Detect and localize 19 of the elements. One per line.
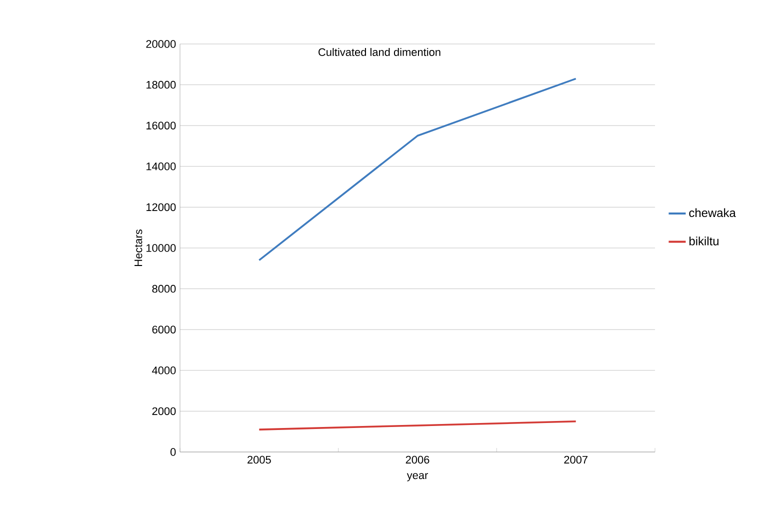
x-tick-label: 2007 <box>564 456 588 464</box>
y-tick-label: 10000 <box>146 244 176 252</box>
y-tick-label: 0 <box>170 448 176 456</box>
y-axis-title: Hectars <box>134 230 142 266</box>
y-tick-label: 4000 <box>152 366 176 374</box>
x-tick-label: 2006 <box>406 456 430 464</box>
y-tick-label: 8000 <box>152 284 176 293</box>
y-tick-label: 14000 <box>146 162 176 170</box>
y-tick-label: 6000 <box>152 326 176 334</box>
legend-label: chewaka <box>689 208 736 218</box>
y-tick-label: 2000 <box>152 407 176 416</box>
x-axis-title: year <box>406 473 428 482</box>
x-tick-label: 2005 <box>248 456 271 464</box>
legend-label: bikiltu <box>689 236 718 246</box>
chart-title: Cultivated land dimention <box>318 48 440 56</box>
y-tick-label: 12000 <box>146 203 176 212</box>
y-tick-label: 18000 <box>146 80 176 89</box>
y-tick-label: 16000 <box>146 122 176 130</box>
y-tick-label: 20000 <box>146 40 176 48</box>
